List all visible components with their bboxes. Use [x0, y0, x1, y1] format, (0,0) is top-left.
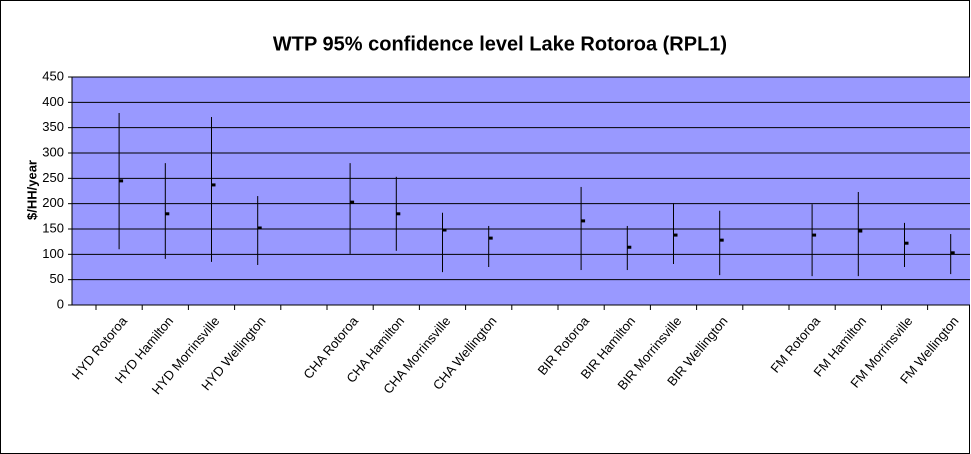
- y-tick-label: 150: [42, 220, 64, 235]
- close-mark: [211, 183, 216, 187]
- y-axis-label: $/HH/year: [24, 160, 39, 220]
- close-mark: [719, 238, 724, 242]
- y-tick-label: 400: [42, 94, 64, 109]
- close-mark: [627, 245, 632, 249]
- close-mark: [673, 233, 678, 237]
- y-tick-label: 50: [50, 271, 64, 286]
- chart-title: WTP 95% confidence level Lake Rotoroa (R…: [273, 33, 727, 55]
- y-tick-label: 250: [42, 170, 64, 185]
- y-tick-label: 200: [42, 195, 64, 210]
- close-mark: [350, 200, 355, 204]
- close-mark: [257, 226, 262, 230]
- close-mark: [488, 236, 493, 240]
- close-mark: [119, 179, 124, 183]
- plot-area: [72, 77, 970, 305]
- close-mark: [442, 228, 447, 232]
- close-mark: [950, 251, 955, 255]
- close-mark: [581, 219, 586, 223]
- y-tick-label: 450: [42, 68, 64, 83]
- y-tick-label: 0: [57, 296, 64, 311]
- close-mark: [858, 229, 863, 233]
- y-tick-label: 300: [42, 144, 64, 159]
- y-tick-label: 350: [42, 119, 64, 134]
- close-mark: [812, 233, 817, 237]
- close-mark: [904, 241, 909, 245]
- y-tick-label: 100: [42, 246, 64, 261]
- close-mark: [396, 212, 401, 216]
- close-mark: [165, 212, 170, 216]
